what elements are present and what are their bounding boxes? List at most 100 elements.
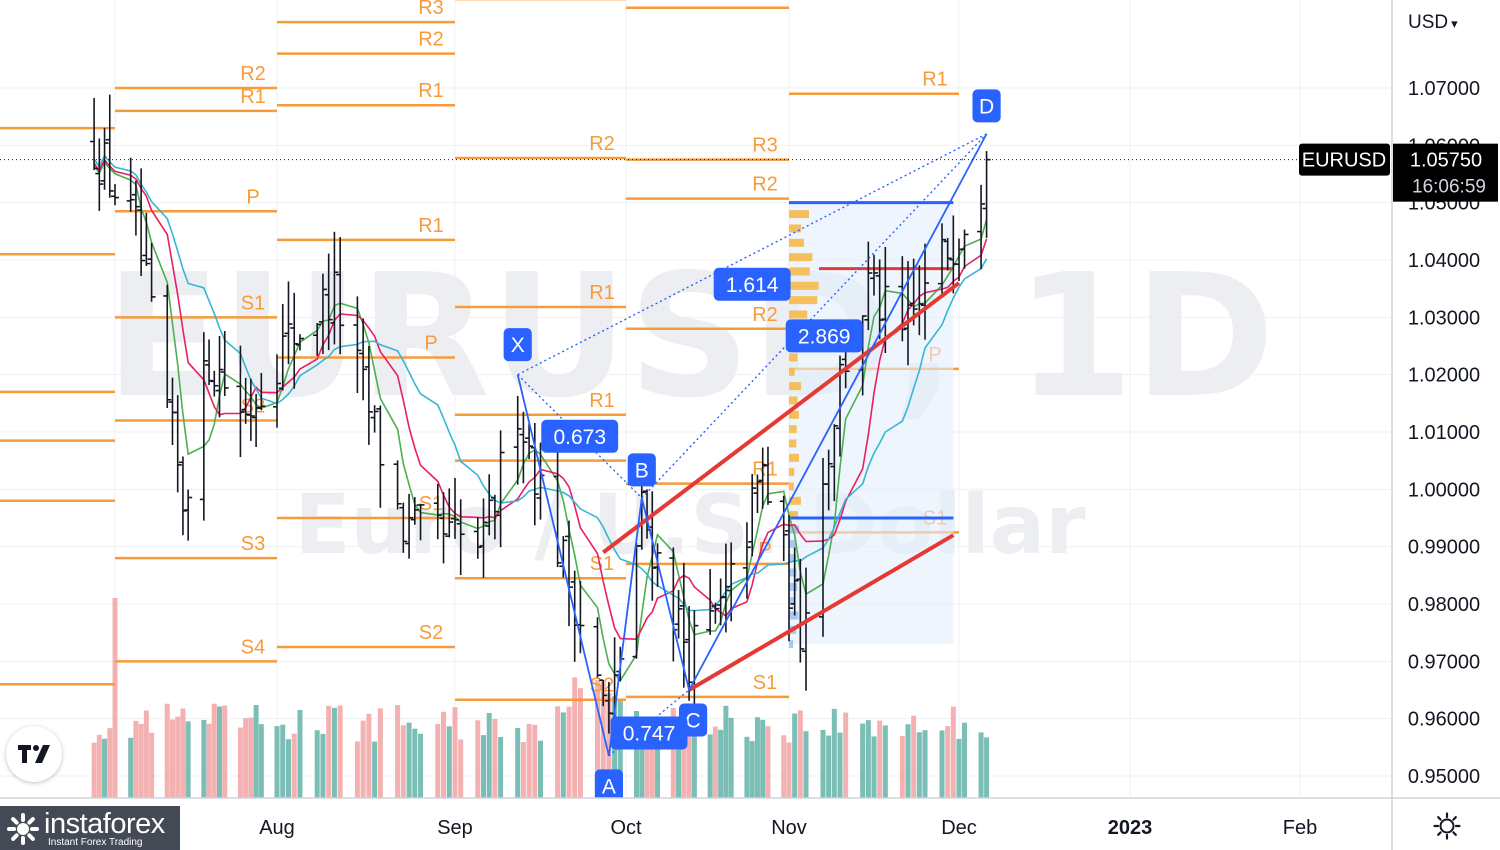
price-tick-label: 1.03000 (1408, 307, 1480, 329)
bar-countdown: 16:06:59 (1412, 177, 1486, 198)
price-tick-label: 1.07000 (1408, 78, 1480, 100)
volume-profile-bar (789, 597, 795, 606)
volume-bar (515, 727, 521, 798)
currency-label: USD (1408, 12, 1449, 33)
volume-bar (644, 731, 650, 798)
volume-profile-bar (789, 496, 801, 505)
price-tick-label: 1.00000 (1408, 479, 1480, 501)
volume-bar (102, 738, 108, 798)
trend-channel (601, 281, 961, 692)
volume-bar (217, 706, 223, 798)
volume-bar (532, 724, 538, 798)
volume-profile-bar (789, 353, 798, 362)
volume-bar (595, 680, 600, 798)
volume-bar (406, 722, 412, 798)
pattern-ratio-label-box (713, 267, 791, 301)
volume-profile-bar (789, 224, 802, 233)
volume-bar (691, 725, 697, 798)
pattern-ratio-label-box (541, 419, 619, 453)
symbol-tag: EURUSD (1302, 150, 1386, 172)
volume-bar (128, 737, 134, 798)
volume-bar (520, 742, 526, 798)
volume-bar (712, 726, 718, 798)
volume-profile-bar (789, 238, 804, 247)
gear-icon[interactable] (1433, 812, 1461, 840)
volume-profile-bar (789, 410, 799, 419)
volume-bar (222, 705, 228, 798)
volume-bar (475, 720, 481, 798)
volume-profile-bar (789, 568, 797, 577)
volume-bar (577, 688, 583, 798)
volume-bar (765, 726, 771, 798)
volume-bar (945, 726, 951, 798)
pivot-label: S2 (241, 396, 265, 418)
pattern-ratio-label: 2.869 (798, 325, 851, 348)
volume-bar (331, 707, 337, 798)
volume-profile-bar (789, 296, 818, 305)
tradingview-logo[interactable] (6, 726, 62, 782)
volume-profile-bar (789, 367, 795, 376)
volume-bar (555, 706, 561, 798)
volume-bar (395, 705, 401, 798)
volume-bar (792, 713, 798, 798)
volume-profile-bar (789, 310, 808, 319)
time-tick-label: Dec (941, 817, 977, 839)
volume-profile-bar (789, 611, 799, 620)
volume-bar (185, 721, 191, 798)
volume-bar (686, 715, 692, 798)
volume-bar (718, 729, 724, 798)
volume-bar (939, 730, 945, 798)
volume-profile-bar (789, 382, 802, 391)
pattern-ratio-label-box (785, 319, 863, 353)
currency-menu[interactable]: USD ▾ (1408, 12, 1458, 34)
pivot-label: S1 (590, 553, 614, 575)
volume-profile-bar (789, 482, 794, 491)
pattern-point-label: A (602, 775, 616, 798)
volume-bar (905, 724, 911, 798)
volume-bar (877, 720, 883, 798)
volume-bar (412, 728, 418, 798)
volume-bar (486, 712, 492, 798)
pivot-label: R2 (240, 63, 266, 85)
pivot-label: R2 (752, 304, 778, 326)
volume-bar (962, 722, 968, 798)
symbol-watermark: EURUSD, 1D Euro / U.S. Dollar (105, 238, 1275, 573)
volume-bar (133, 720, 139, 798)
xabcd-pattern: X A B C D 0.673 0.747 1.614 2.869 (503, 89, 1001, 803)
pivot-label: S1 (753, 672, 777, 694)
volume-bar (481, 735, 486, 798)
volume-bar (91, 742, 97, 798)
volume-bar (441, 711, 447, 798)
volume-bar (400, 725, 406, 798)
volume-profile-bar (789, 425, 797, 434)
volume-bar (326, 705, 332, 798)
volume-bar (492, 718, 498, 798)
volume-bar (248, 717, 254, 798)
watermark-symbol: EURUSD, 1D (105, 238, 1275, 436)
last-price-label: 1.05750 (1410, 150, 1482, 172)
volume-bar (320, 733, 326, 798)
volume-bar (984, 737, 990, 798)
volume-profile-bar (789, 640, 794, 649)
volume-bar (843, 712, 849, 798)
volume-bar (526, 723, 532, 798)
volume-bar (639, 723, 645, 798)
pivot-label: R1 (418, 215, 444, 237)
volume-bar (797, 710, 803, 798)
volume-bar (201, 719, 207, 798)
pivot-label: R1 (922, 69, 948, 91)
pivot-label: R2 (589, 133, 615, 155)
volume-profile-bar (789, 396, 798, 405)
volume-bar (882, 725, 888, 798)
volume-bar (600, 681, 606, 798)
volume-profile-bar (789, 511, 798, 520)
pivot-label: R1 (240, 86, 266, 108)
price-tick-label: 1.02000 (1408, 365, 1480, 387)
volume-bar (871, 736, 877, 798)
volume-bar (865, 720, 871, 798)
time-tick-label: Feb (1283, 817, 1317, 839)
volume-bar (826, 735, 832, 798)
pivot-label: R4 (752, 0, 778, 5)
volume-bar (728, 717, 734, 798)
